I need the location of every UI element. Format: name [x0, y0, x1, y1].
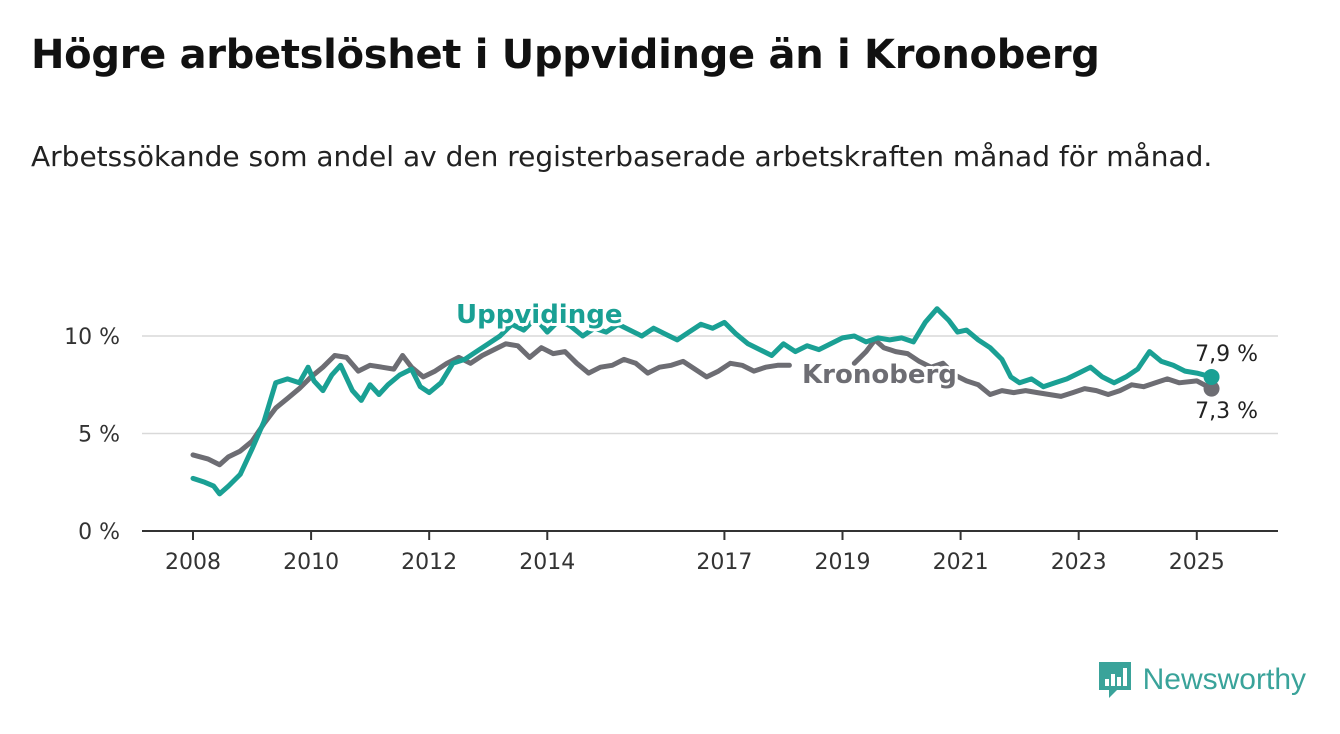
end-point-uppvidinge	[1203, 368, 1220, 385]
end-label-uppvidinge: 7,9 %	[1195, 342, 1258, 367]
y-tick-label: 5 %	[78, 423, 120, 448]
series-label-kronoberg: Kronoberg	[802, 360, 957, 390]
brand-logo: Newsworthy	[1097, 660, 1306, 700]
y-tick-label: 10 %	[64, 325, 120, 350]
y-axis-ticks: 0 % 5 % 10 %	[64, 325, 120, 545]
x-tick-label: 2023	[1051, 550, 1107, 575]
x-tick-label: 2025	[1169, 550, 1225, 575]
grid-lines	[142, 335, 1278, 435]
x-tick-label: 2012	[401, 550, 457, 575]
chart-title: Högre arbetslöshet i Uppvidinge än i Kro…	[31, 32, 1100, 78]
brand-name: Newsworthy	[1142, 663, 1306, 696]
end-point-kronoberg	[1203, 380, 1220, 397]
x-tick-label: 2014	[519, 550, 575, 575]
series-line-kronoberg	[851, 337, 1214, 399]
series-lines	[190, 306, 1220, 497]
x-tick-label: 2017	[696, 550, 752, 575]
chart-subtitle: Arbetssökande som andel av den registerb…	[31, 140, 1213, 173]
series-line-uppvidinge	[190, 306, 1214, 497]
bar-chart-logo-icon	[1098, 662, 1131, 698]
series-line-kronoberg	[190, 341, 792, 468]
x-tick-label: 2010	[283, 550, 339, 575]
end-label-kronoberg: 7,3 %	[1195, 399, 1258, 424]
x-tick-label: 2021	[933, 550, 989, 575]
y-tick-label: 0 %	[78, 520, 120, 545]
series-labels: Uppvidinge Kronoberg 7,9 % 7,3 %	[453, 297, 1258, 424]
x-axis-ticks: 2008 2010 2012 2014 2017 2019 2021 2023 2025	[165, 531, 1225, 575]
series-label-uppvidinge: Uppvidinge	[456, 300, 622, 330]
x-tick-label: 2008	[165, 550, 221, 575]
x-tick-label: 2019	[815, 550, 871, 575]
